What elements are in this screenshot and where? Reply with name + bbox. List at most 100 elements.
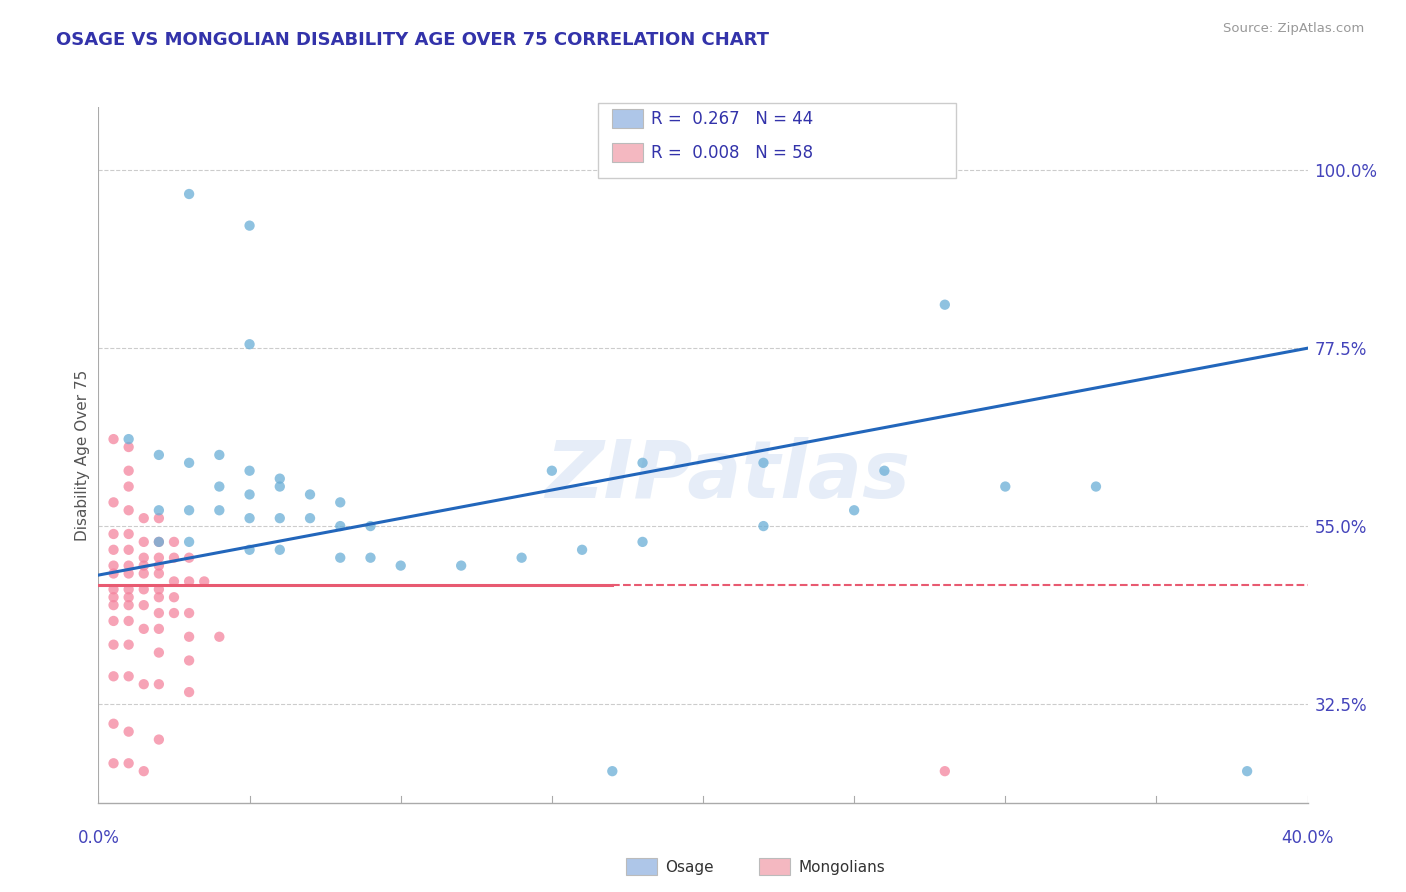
- Point: [179, 503, 201, 517]
- Point: [752, 519, 775, 533]
- Text: 0.0%: 0.0%: [77, 829, 120, 847]
- Point: [148, 566, 170, 581]
- Point: [450, 558, 472, 573]
- Point: [148, 606, 170, 620]
- Point: [179, 630, 201, 644]
- Point: [118, 464, 141, 478]
- Point: [148, 582, 170, 597]
- Point: [103, 614, 125, 628]
- Point: [118, 724, 141, 739]
- Point: [132, 582, 155, 597]
- Point: [148, 558, 170, 573]
- Text: OSAGE VS MONGOLIAN DISABILITY AGE OVER 75 CORRELATION CHART: OSAGE VS MONGOLIAN DISABILITY AGE OVER 7…: [56, 31, 769, 49]
- Point: [602, 764, 624, 779]
- Point: [239, 219, 262, 233]
- Point: [103, 542, 125, 557]
- Point: [163, 550, 186, 565]
- Point: [118, 591, 141, 605]
- Point: [148, 503, 170, 517]
- Point: [299, 511, 322, 525]
- Point: [994, 479, 1017, 493]
- Point: [118, 756, 141, 771]
- Point: [239, 542, 262, 557]
- Text: Source: ZipAtlas.com: Source: ZipAtlas.com: [1223, 22, 1364, 36]
- Point: [118, 638, 141, 652]
- Point: [844, 503, 866, 517]
- Point: [163, 535, 186, 549]
- Point: [239, 337, 262, 351]
- Point: [132, 535, 155, 549]
- Point: [132, 622, 155, 636]
- Point: [571, 542, 593, 557]
- Text: ZIPatlas: ZIPatlas: [544, 437, 910, 515]
- Text: R =  0.008   N = 58: R = 0.008 N = 58: [651, 144, 813, 161]
- Point: [329, 550, 352, 565]
- Point: [269, 511, 291, 525]
- Point: [103, 598, 125, 612]
- Point: [118, 542, 141, 557]
- Point: [148, 591, 170, 605]
- Point: [118, 503, 141, 517]
- Point: [118, 582, 141, 597]
- Point: [118, 566, 141, 581]
- Point: [132, 558, 155, 573]
- Text: 40.0%: 40.0%: [1281, 829, 1334, 847]
- Point: [239, 511, 262, 525]
- Point: [163, 574, 186, 589]
- Point: [208, 503, 231, 517]
- Point: [631, 456, 654, 470]
- Point: [269, 472, 291, 486]
- Point: [269, 479, 291, 493]
- Point: [148, 646, 170, 660]
- Point: [103, 582, 125, 597]
- Text: R =  0.267   N = 44: R = 0.267 N = 44: [651, 110, 813, 128]
- Point: [103, 591, 125, 605]
- Point: [163, 606, 186, 620]
- Point: [103, 669, 125, 683]
- Point: [329, 495, 352, 509]
- Point: [148, 677, 170, 691]
- Point: [299, 487, 322, 501]
- Point: [934, 298, 956, 312]
- Point: [103, 527, 125, 541]
- Point: [148, 622, 170, 636]
- Point: [752, 456, 775, 470]
- Point: [1236, 764, 1258, 779]
- Text: Mongolians: Mongolians: [799, 860, 886, 874]
- Point: [148, 550, 170, 565]
- Point: [163, 591, 186, 605]
- Point: [239, 487, 262, 501]
- Point: [103, 638, 125, 652]
- Point: [179, 606, 201, 620]
- Point: [179, 550, 201, 565]
- Point: [132, 550, 155, 565]
- Y-axis label: Disability Age Over 75: Disability Age Over 75: [75, 369, 90, 541]
- Point: [118, 614, 141, 628]
- Point: [118, 527, 141, 541]
- Point: [269, 542, 291, 557]
- Point: [540, 464, 562, 478]
- Point: [389, 558, 412, 573]
- Point: [132, 598, 155, 612]
- Point: [103, 566, 125, 581]
- Point: [103, 495, 125, 509]
- Point: [179, 535, 201, 549]
- Point: [148, 535, 170, 549]
- Point: [208, 630, 231, 644]
- Point: [118, 558, 141, 573]
- Point: [118, 598, 141, 612]
- Point: [148, 535, 170, 549]
- Point: [179, 653, 201, 667]
- Point: [179, 574, 201, 589]
- Point: [934, 764, 956, 779]
- Point: [208, 479, 231, 493]
- Point: [179, 456, 201, 470]
- Point: [329, 519, 352, 533]
- Point: [510, 550, 533, 565]
- Point: [148, 732, 170, 747]
- Point: [103, 716, 125, 731]
- Point: [132, 764, 155, 779]
- Point: [103, 756, 125, 771]
- Point: [132, 511, 155, 525]
- Point: [239, 464, 262, 478]
